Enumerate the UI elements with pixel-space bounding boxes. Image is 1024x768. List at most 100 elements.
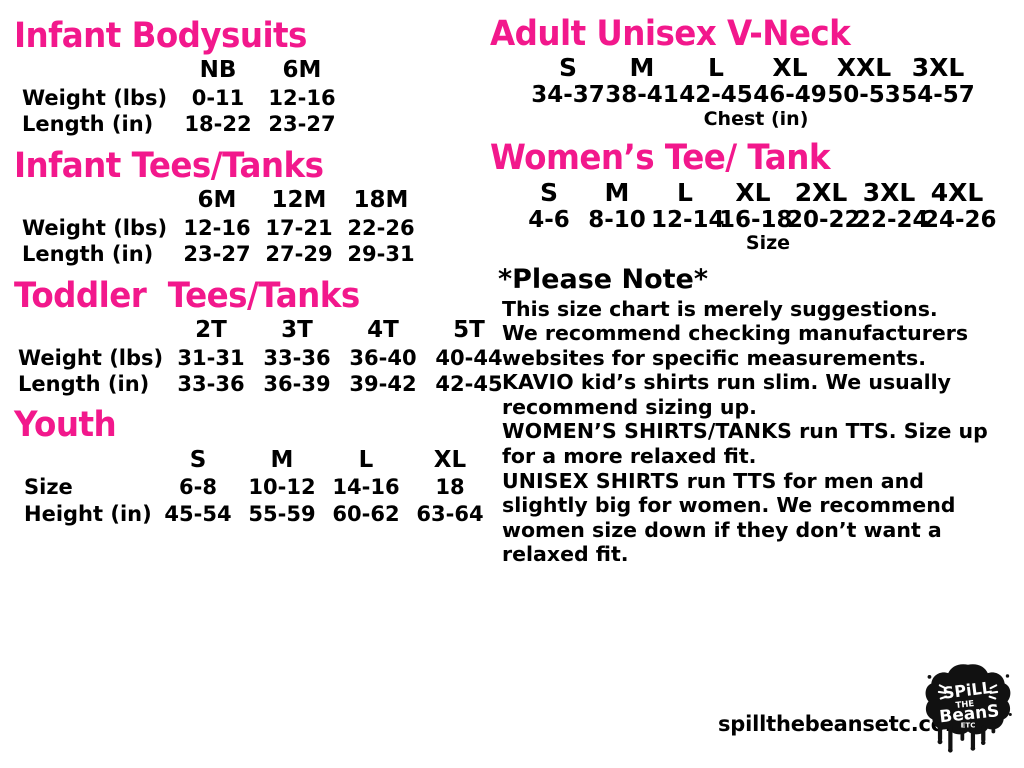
note-body: kid’s shirts run slim. We usually recomm… xyxy=(502,370,951,419)
size-value: 12-14 xyxy=(651,206,725,233)
row-label: Length (in) xyxy=(18,371,150,396)
table-row: Height (in) 45-54 55-59 60-62 63-64 xyxy=(16,501,492,527)
column-header: 2T xyxy=(195,316,227,343)
column-header: 3T xyxy=(281,316,313,343)
table-cell: 12-16 xyxy=(183,215,251,240)
size-header: 4XL xyxy=(930,177,984,207)
table-infant-tees-tanks: 6M 12M 18M Weight (lbs) 12-16 17-21 22-2… xyxy=(18,186,422,267)
table-cell: 23-27 xyxy=(183,242,251,267)
section-title-adult-unisex-vneck: Adult Unisex V-Neck xyxy=(490,14,851,54)
column-header: 5T xyxy=(453,316,485,343)
adult-size-header-row: S M L XL XXL 3XL xyxy=(490,54,1016,82)
size-value: 42-45 xyxy=(679,82,753,109)
note-line: KAVIO kid’s shirts run slim. We usually … xyxy=(502,370,1016,419)
size-header: M xyxy=(604,177,630,207)
section-please-note: *Please Note* This size chart is merely … xyxy=(490,265,1016,567)
section-toddler-tees-tanks: Toddler Tees/Tanks 2T 3T 4T 5T Weight (l… xyxy=(14,275,503,398)
section-infant-bodysuits: Infant Bodysuits NB 6M Weight (lbs) 0-11… xyxy=(14,18,486,138)
size-value: 4-6 xyxy=(528,206,570,233)
adult-measurement-caption: Chest (in) xyxy=(703,107,809,130)
size-header: XL xyxy=(735,177,771,207)
table-cell: 63-64 xyxy=(416,501,484,526)
size-header: 3XL xyxy=(862,177,916,207)
left-column: Infant Bodysuits NB 6M Weight (lbs) 0-11… xyxy=(0,0,503,768)
table-cell: 60-62 xyxy=(332,501,400,526)
section-title-infant-bodysuits: Infant Bodysuits xyxy=(14,16,307,56)
table-cell: 10-12 xyxy=(248,475,316,500)
column-header: S xyxy=(189,446,207,473)
womens-size-header-row: S M L XL 2XL 3XL 4XL xyxy=(490,177,1016,207)
column-header: NB xyxy=(199,57,237,84)
table-cell: 22-26 xyxy=(347,215,415,240)
column-header: L xyxy=(358,446,374,473)
note-line: We recommend checking manufacturers webs… xyxy=(502,321,1016,370)
section-womens-tee-tank: Women’s Tee/ Tank S M L XL 2XL 3XL 4XL 4… xyxy=(490,140,1016,254)
logo-text-the: THE xyxy=(955,698,975,710)
please-note-title: *Please Note* xyxy=(498,263,708,295)
website-url: spillthebeansetc.com xyxy=(718,712,967,736)
table-header-row: 6M 12M 18M xyxy=(18,186,422,215)
column-header: XL xyxy=(433,446,467,473)
column-header: 12M xyxy=(271,187,327,214)
size-header: XXL xyxy=(836,53,892,83)
column-header: M xyxy=(270,446,294,473)
size-value: 24-26 xyxy=(923,206,997,233)
note-line: This size chart is merely suggestions. xyxy=(502,297,1016,322)
note-body: We recommend checking manufacturers webs… xyxy=(502,321,969,370)
table-corner-cell xyxy=(18,186,176,215)
row-label: Weight (lbs) xyxy=(22,86,168,111)
table-cell: 36-39 xyxy=(263,371,331,396)
right-column: Adult Unisex V-Neck S M L XL XXL 3XL 34-… xyxy=(486,0,1024,768)
row-label: Length (in) xyxy=(22,242,154,267)
table-header-row: S M L XL xyxy=(16,446,492,475)
table-corner-cell xyxy=(16,446,156,475)
please-note-body: This size chart is merely suggestions. W… xyxy=(502,297,1016,568)
section-title-infant-tees-tanks: Infant Tees/Tanks xyxy=(14,145,324,186)
table-cell: 29-31 xyxy=(347,242,415,267)
size-value: 8-10 xyxy=(588,206,646,233)
column-header: 18M xyxy=(353,187,409,214)
table-row: Weight (lbs) 31-31 33-36 36-40 40-44 xyxy=(14,345,512,371)
row-label: Length (in) xyxy=(22,112,154,137)
row-label: Size xyxy=(24,475,73,500)
size-header: S xyxy=(558,53,577,83)
adult-chest-values-row: 34-37 38-41 42-45 46-49 50-53 54-57 xyxy=(490,82,1016,108)
table-row: Weight (lbs) 0-11 12-16 xyxy=(18,85,344,111)
table-row: Weight (lbs) 12-16 17-21 22-26 xyxy=(18,215,422,241)
table-cell: 27-29 xyxy=(265,242,333,267)
size-header: L xyxy=(677,177,693,207)
table-cell: 18-22 xyxy=(184,112,252,137)
table-cell: 0-11 xyxy=(191,86,245,111)
note-lead: KAVIO xyxy=(502,370,574,395)
section-title-toddler-tees-tanks: Toddler Tees/Tanks xyxy=(14,275,360,316)
table-row: Length (in) 33-36 36-39 39-42 42-45 xyxy=(14,371,512,397)
note-line: WOMEN’S SHIRTS/TANKS run TTS. Size up fo… xyxy=(502,419,1016,468)
size-value: 38-41 xyxy=(605,82,679,109)
table-cell: 12-16 xyxy=(268,86,336,111)
size-value: 20-22 xyxy=(787,206,861,233)
note-lead: UNISEX SHIRTS xyxy=(502,468,680,493)
row-label: Height (in) xyxy=(24,501,152,526)
size-header: 3XL xyxy=(911,53,965,83)
table-cell: 18 xyxy=(435,475,465,500)
row-label: Weight (lbs) xyxy=(18,345,164,370)
table-youth: S M L XL Size 6-8 10-12 14-16 18 Height … xyxy=(16,446,492,527)
section-adult-unisex-vneck: Adult Unisex V-Neck S M L XL XXL 3XL 34-… xyxy=(490,16,1016,130)
table-header-row: 2T 3T 4T 5T xyxy=(14,316,512,345)
table-cell: 6-8 xyxy=(179,475,217,500)
table-cell: 23-27 xyxy=(268,112,336,137)
note-lead: WOMEN’S SHIRTS/TANKS xyxy=(502,419,793,444)
column-header: 6M xyxy=(197,187,237,214)
size-value: 50-53 xyxy=(827,82,901,109)
size-value: 54-57 xyxy=(901,82,975,109)
womens-measurement-caption: Size xyxy=(745,232,791,255)
note-body: This size chart is merely suggestions. xyxy=(502,296,938,321)
table-cell: 33-36 xyxy=(263,345,331,370)
section-youth: Youth S M L XL Size 6-8 10-12 14-16 18 xyxy=(14,407,486,527)
note-line: UNISEX SHIRTS run TTS for men and slight… xyxy=(502,469,1016,567)
spill-the-beans-etc-logo: SPiLL THE BeanS ETC xyxy=(920,660,1016,754)
table-row: Length (in) 18-22 23-27 xyxy=(18,111,344,137)
logo-splat-icon: SPiLL THE BeanS ETC xyxy=(925,664,1012,753)
size-header: L xyxy=(708,53,724,83)
logo-text-etc: ETC xyxy=(961,721,976,730)
